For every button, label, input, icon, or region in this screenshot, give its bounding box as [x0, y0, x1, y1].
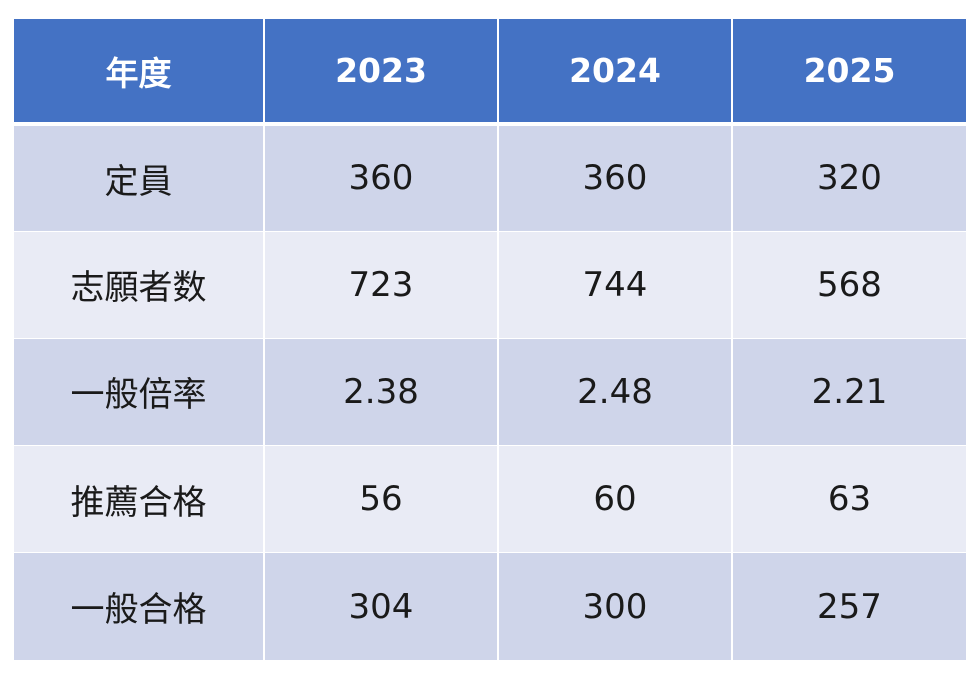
data-table: 年度 2023 2024 2025 定員 360 360 320 志願者数 72… — [14, 19, 966, 660]
table-cell: 320 — [732, 124, 966, 232]
table-cell: 568 — [732, 231, 966, 339]
header-2023: 2023 — [264, 19, 499, 126]
table-cell: 360 — [264, 124, 499, 232]
header-row: 年度 2023 2024 2025 — [14, 19, 966, 126]
header-2024: 2024 — [498, 19, 733, 126]
row-label: 一般合格 — [14, 552, 265, 660]
table-cell: 56 — [264, 445, 499, 554]
table-cell: 2.48 — [498, 338, 733, 447]
table-row: 志願者数 723 744 568 — [14, 231, 966, 339]
table-cell: 723 — [264, 231, 499, 339]
table-cell: 60 — [498, 445, 733, 554]
header-year: 年度 — [14, 19, 265, 126]
table-row: 定員 360 360 320 — [14, 124, 966, 232]
table-cell: 300 — [498, 552, 733, 660]
table-cell: 744 — [498, 231, 733, 339]
header-2025: 2025 — [732, 19, 966, 126]
table-row: 一般合格 304 300 257 — [14, 552, 966, 660]
table-cell: 304 — [264, 552, 499, 660]
table-cell: 2.38 — [264, 338, 499, 447]
table-cell: 63 — [732, 445, 966, 554]
row-label: 一般倍率 — [14, 338, 265, 447]
table-cell: 2.21 — [732, 338, 966, 447]
table-cell: 257 — [732, 552, 966, 660]
table-cell: 360 — [498, 124, 733, 232]
table-row: 推薦合格 56 60 63 — [14, 445, 966, 554]
row-label: 推薦合格 — [14, 445, 265, 554]
row-label: 志願者数 — [14, 231, 265, 339]
table-row: 一般倍率 2.38 2.48 2.21 — [14, 338, 966, 447]
row-label: 定員 — [14, 124, 265, 232]
